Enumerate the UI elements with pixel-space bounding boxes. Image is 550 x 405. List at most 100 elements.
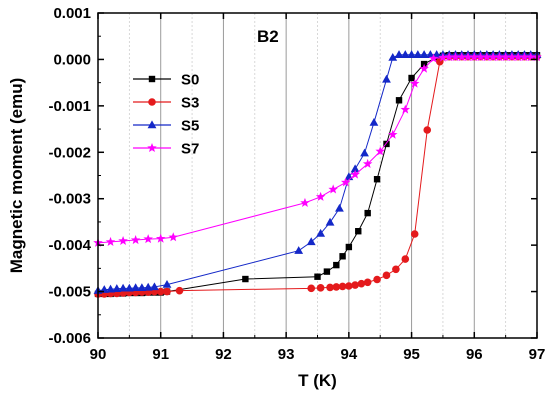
data-point xyxy=(316,228,326,237)
data-point xyxy=(469,52,480,62)
data-point xyxy=(500,52,511,62)
data-point xyxy=(388,129,398,139)
data-point xyxy=(345,243,353,251)
data-point xyxy=(155,233,166,243)
data-point xyxy=(409,78,420,88)
y-tick-label: 0.000 xyxy=(53,51,91,68)
data-point xyxy=(130,235,141,245)
data-point xyxy=(307,284,316,293)
data-point xyxy=(438,52,448,62)
data-point xyxy=(355,228,362,235)
y-tick-label: -0.002 xyxy=(48,144,91,161)
data-point xyxy=(333,261,340,269)
data-point xyxy=(394,50,404,58)
x-tick-label: 97 xyxy=(529,346,546,363)
data-point xyxy=(382,271,391,280)
x-tick-label: 95 xyxy=(403,346,420,363)
data-point xyxy=(419,50,429,58)
legend-item-s0: S0 xyxy=(133,72,199,89)
legend: S0 S3 S5 S7 xyxy=(133,72,199,158)
data-point xyxy=(363,278,372,287)
y-tick-label: -0.003 xyxy=(48,191,91,208)
data-point xyxy=(143,282,153,291)
data-point xyxy=(315,191,326,201)
data-point xyxy=(375,146,385,156)
data-point xyxy=(413,50,423,58)
data-point xyxy=(373,176,381,183)
data-point xyxy=(428,53,439,63)
legend-item-s7: S7 xyxy=(133,141,199,158)
data-point xyxy=(339,253,346,260)
x-tick-label: 91 xyxy=(152,346,169,363)
legend-item-s5: S5 xyxy=(133,118,199,135)
data-point xyxy=(408,74,415,82)
data-point xyxy=(350,169,360,179)
data-point xyxy=(407,50,416,58)
data-point xyxy=(147,143,157,153)
data-point xyxy=(316,284,325,292)
x-tick-label: 93 xyxy=(278,346,295,363)
data-point xyxy=(350,164,360,173)
data-point xyxy=(143,234,153,244)
data-point xyxy=(364,209,371,217)
data-point xyxy=(475,52,486,62)
data-point xyxy=(519,52,530,62)
x-axis-title: T (K) xyxy=(298,371,337,390)
data-point xyxy=(360,148,369,157)
y-axis-title: Magnetic moment (emu) xyxy=(7,78,26,274)
legend-item-s3: S3 xyxy=(133,95,199,112)
data-point xyxy=(124,283,134,292)
data-point xyxy=(150,282,159,291)
data-point xyxy=(388,52,398,61)
data-point xyxy=(175,286,184,295)
data-point xyxy=(106,284,115,293)
data-point xyxy=(410,230,419,238)
data-point xyxy=(383,140,390,148)
data-point xyxy=(456,52,467,62)
data-point xyxy=(400,50,410,58)
data-point xyxy=(463,52,473,62)
data-point xyxy=(105,236,116,246)
data-point xyxy=(168,232,179,242)
y-tick-label: -0.005 xyxy=(48,284,91,301)
data-point xyxy=(325,217,335,226)
data-point xyxy=(488,52,498,62)
data-point xyxy=(118,235,128,246)
data-point xyxy=(326,283,334,292)
data-point xyxy=(395,97,403,104)
data-point xyxy=(147,120,157,129)
data-point xyxy=(482,52,492,62)
y-tick-label: -0.001 xyxy=(48,98,91,115)
data-point xyxy=(300,197,310,207)
axis-ticks: 90 91 92 93 94 95 96 97 0.001 0.000 -0.001 -0.002 -0… xyxy=(48,5,545,363)
data-point xyxy=(131,283,141,292)
data-point xyxy=(328,184,338,194)
data-point xyxy=(357,279,366,288)
data-point xyxy=(345,282,353,290)
data-point xyxy=(118,283,128,292)
x-tick-label: 96 xyxy=(466,346,483,363)
data-point xyxy=(401,255,410,263)
data-point xyxy=(373,275,381,284)
legend-label: S3 xyxy=(181,95,199,112)
data-point xyxy=(513,52,523,62)
data-point xyxy=(400,104,411,114)
gridlines xyxy=(128,13,507,338)
data-point xyxy=(351,281,359,289)
legend-label: S7 xyxy=(181,141,199,158)
data-point xyxy=(423,126,432,134)
x-tick-label: 92 xyxy=(215,346,232,363)
data-point xyxy=(507,52,517,62)
data-point xyxy=(163,287,171,296)
data-point xyxy=(392,265,400,274)
data-point xyxy=(112,284,122,292)
data-point xyxy=(340,177,351,187)
data-point xyxy=(382,74,391,83)
legend-label: S5 xyxy=(181,118,199,135)
y-tick-label: -0.004 xyxy=(48,237,91,254)
data-point xyxy=(314,273,321,280)
data-point xyxy=(450,52,461,62)
y-tick-label: -0.006 xyxy=(48,330,91,347)
data-point xyxy=(156,287,165,296)
